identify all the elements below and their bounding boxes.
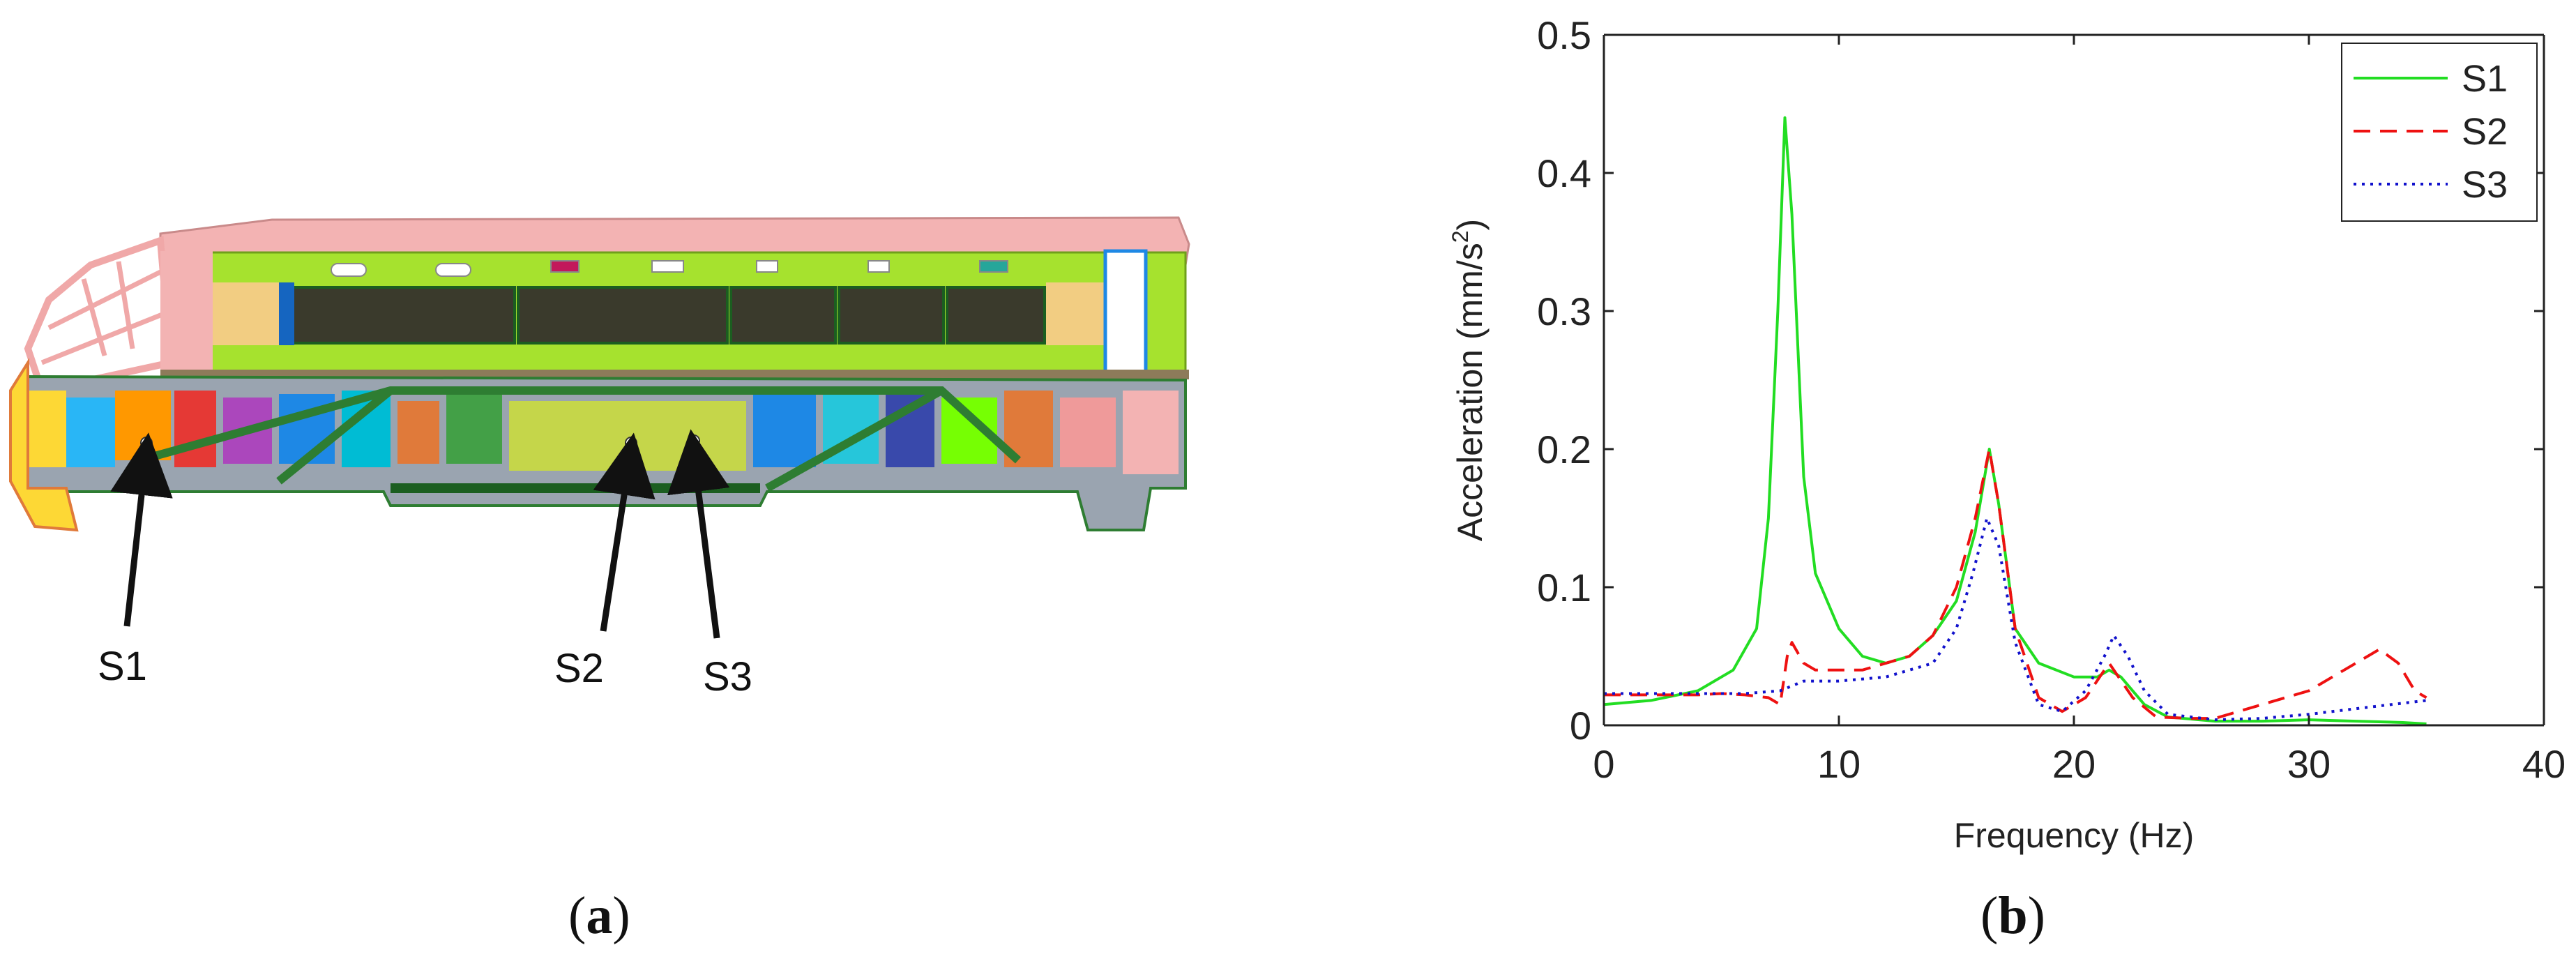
series-line-s2 — [1604, 448, 2427, 720]
train-model-panel: S1 S2 S3 (a) — [0, 0, 1283, 958]
train-nose — [9, 358, 79, 532]
legend: S1 S2 S3 — [2341, 43, 2538, 222]
legend-label-s3: S3 — [2462, 164, 2508, 206]
legend-label-s2: S2 — [2462, 111, 2508, 153]
y-tick-label: 0.4 — [1537, 151, 1591, 195]
legend-label-s1: S1 — [2462, 58, 2508, 100]
y-axis-label: Acceleration (mm/s2) — [1448, 219, 1490, 541]
sensor-label-s2: S2 — [554, 646, 604, 691]
sensor-point-s1 — [140, 437, 153, 449]
y-tick-label: 0 — [1570, 704, 1591, 748]
y-tick-label: 0.3 — [1537, 289, 1591, 333]
roof-windows — [331, 260, 1008, 277]
side-windows — [290, 286, 1046, 345]
rear-door — [1103, 249, 1148, 375]
caption-a: (a) — [568, 886, 630, 945]
x-tick-label: 20 — [2052, 742, 2096, 786]
acceleration-chart-panel: 0 10 20 30 40 0 0.1 0.2 0.3 0.4 0.5 Frequency (Hz… — [1283, 0, 2576, 958]
y-tick-label: 0.1 — [1537, 566, 1591, 610]
acceleration-chart: 0 10 20 30 40 0 0.1 0.2 0.3 0.4 0.5 Frequency (Hz… — [1448, 13, 2566, 855]
y-tick-label: 0.5 — [1537, 13, 1591, 57]
x-tick-label: 0 — [1593, 742, 1614, 786]
x-tick-label: 10 — [1817, 742, 1861, 786]
sensor-arrow-s1 — [110, 432, 173, 627]
sensor-point-s3 — [688, 434, 700, 447]
sensor-arrow-s3 — [667, 429, 730, 639]
sensor-arrow-s2 — [593, 432, 656, 632]
sensor-point-s2 — [625, 437, 637, 449]
x-tick-label: 40 — [2522, 742, 2566, 786]
x-tick-label: 30 — [2287, 742, 2331, 786]
train-model-illustration: S1 S2 S3 — [9, 216, 1190, 699]
caption-b: (b) — [1980, 886, 2045, 945]
y-tick-label: 0.2 — [1537, 427, 1591, 471]
train-cab-frame — [24, 236, 175, 395]
x-axis-label: Frequency (Hz) — [1954, 816, 2195, 855]
sensor-label-s3: S3 — [703, 654, 752, 699]
sensor-label-s1: S1 — [98, 644, 147, 689]
